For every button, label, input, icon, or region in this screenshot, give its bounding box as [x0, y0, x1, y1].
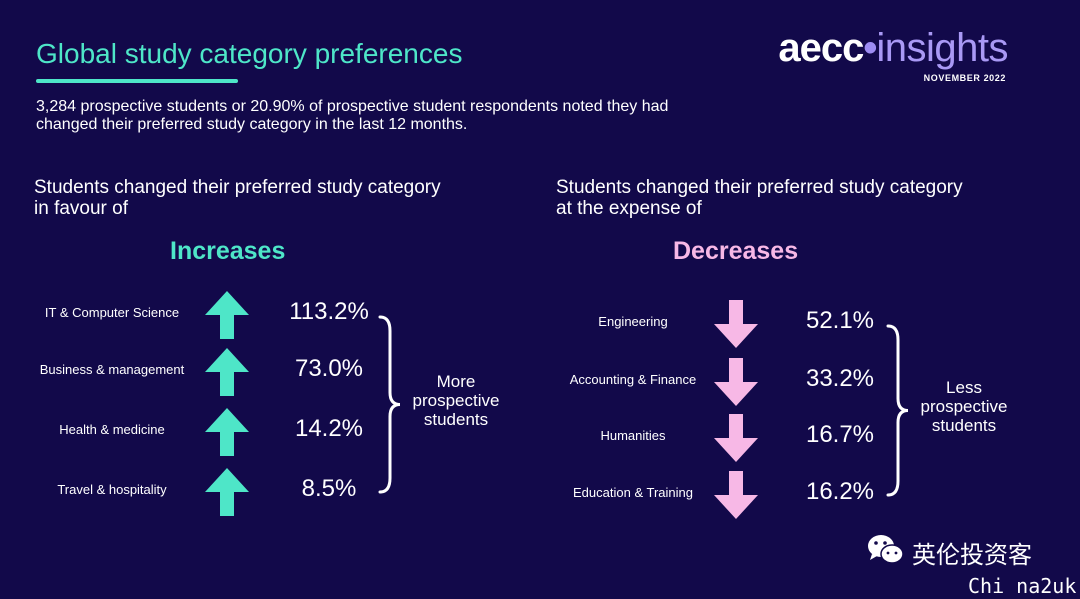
intro-text: 3,284 prospective students or 20.90% of … [36, 98, 669, 133]
left-heading: Students changed their preferred study c… [34, 177, 441, 219]
value-label: 8.5% [301, 475, 357, 502]
report-date: NOVEMBER 2022 [923, 73, 1006, 83]
wechat-account-name: 英伦投资客 [912, 542, 1032, 569]
decreases-title: Decreases [673, 237, 799, 265]
category-label: IT & Computer Science [44, 305, 180, 320]
value-label: 16.7% [805, 421, 875, 448]
logo-brand: aecc [778, 26, 864, 70]
right-heading: Students changed their preferred study c… [556, 177, 963, 219]
category-label: Education & Training [573, 485, 693, 500]
title-underline [36, 79, 238, 83]
value-label: 33.2% [805, 365, 875, 392]
wechat-icon [868, 535, 904, 564]
brace-annotation: More prospective students [412, 371, 500, 429]
arrow-up-icon [205, 348, 249, 396]
value-label: 113.2% [289, 298, 369, 325]
arrow-up-icon [205, 468, 249, 516]
category-label: Travel & hospitality [57, 482, 167, 497]
category-label: Business & management [39, 362, 185, 377]
arrow-up-icon [205, 408, 249, 456]
value-label: 52.1% [805, 307, 875, 334]
page-title: Global study category preferences [36, 38, 463, 69]
aecc-insights-logo: aecc•insights [778, 26, 1008, 71]
value-label: 16.2% [805, 478, 875, 505]
value-label: 14.2% [294, 415, 364, 442]
watermark-site: Chi na2uk [968, 574, 1077, 598]
brace-annotation: Less prospective students [920, 377, 1008, 435]
arrow-up-icon [205, 291, 249, 339]
logo-dot: • [863, 26, 877, 70]
category-label: Engineering [598, 314, 668, 329]
category-label: Humanities [600, 428, 666, 443]
logo-product: insights [876, 26, 1008, 70]
value-label: 73.0% [294, 355, 364, 382]
category-label: Accounting & Finance [569, 372, 697, 387]
increases-title: Increases [170, 237, 286, 265]
category-label: Health & medicine [59, 422, 165, 437]
